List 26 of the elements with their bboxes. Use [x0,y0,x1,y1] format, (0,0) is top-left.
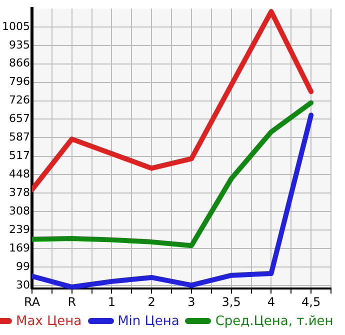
y-tick-label: 935 [8,38,30,52]
y-tick-label: 30 [16,278,30,292]
legend-label: Max Цена [15,314,82,329]
y-tick-label: 657 [8,112,30,126]
y-tick-label: 1005 [2,20,30,33]
y-tick-label: 587 [8,130,30,144]
y-tick-label: 448 [8,167,30,180]
x-tick-label: 4 [267,294,276,309]
y-tick-label: 517 [8,149,30,162]
x-tick-label: 1 [108,294,116,309]
legend-label: Min Цена [116,314,180,329]
x-tick-label: R [68,294,76,309]
x-tick-label: RA [24,294,41,309]
y-tick-label: 99 [16,260,30,273]
y-tick-label: 239 [8,222,30,236]
y-tick-label: 378 [8,186,30,200]
x-tick-label: 3,5 [222,294,241,309]
y-tick-label: 866 [8,56,30,70]
x-tick-label: 3 [188,294,196,309]
y-tick-label: 169 [8,241,30,254]
x-tick-label: 4,5 [302,294,321,309]
y-tick-label: 308 [8,204,30,218]
y-tick-label: 726 [8,94,30,107]
y-tick-label: 796 [8,75,30,88]
legend-label: Сред.Цена, т.йен [214,314,334,329]
x-tick-label: 2 [148,294,156,309]
